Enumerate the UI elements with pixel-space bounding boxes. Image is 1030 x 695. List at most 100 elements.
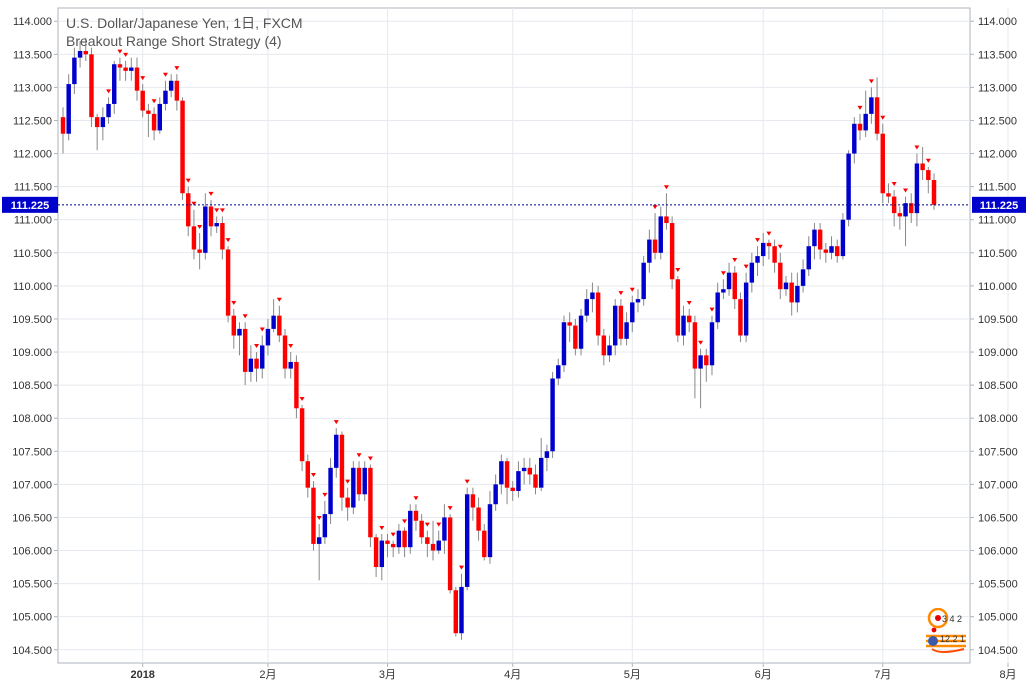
candle-body — [174, 80, 180, 101]
candle-body — [265, 328, 271, 346]
candle-body — [669, 223, 675, 280]
candle-body — [151, 113, 157, 131]
candle-body — [299, 408, 305, 462]
current-price-badge-right — [972, 196, 1026, 213]
candle-body — [823, 249, 829, 253]
short-signal-marker — [322, 492, 328, 497]
candle-body — [168, 80, 174, 91]
candle-body — [140, 90, 145, 111]
short-signal-marker — [259, 327, 265, 332]
candle-body — [641, 262, 646, 300]
y-tick-label-right: 105.500 — [978, 579, 1018, 591]
y-tick-label-left: 111.000 — [14, 215, 52, 227]
candle-body — [726, 272, 732, 290]
y-tick-label-right: 111.500 — [978, 182, 1016, 194]
y-tick-label-right: 109.500 — [978, 314, 1018, 326]
candle-body — [926, 170, 931, 181]
y-tick-label-right: 112.000 — [978, 149, 1017, 161]
short-signal-marker — [891, 181, 897, 186]
y-tick-label-left: 107.500 — [12, 446, 52, 458]
candle-body — [766, 242, 772, 247]
candle-body — [817, 229, 823, 250]
x-tick-label: 5月 — [624, 669, 641, 681]
candle-body — [624, 322, 629, 339]
candle-body — [106, 103, 111, 118]
candle-body — [857, 123, 863, 131]
x-tick-label: 3月 — [379, 669, 396, 681]
candle-body — [783, 282, 789, 290]
candle-body — [897, 213, 903, 217]
y-tick-label-right: 105.000 — [978, 612, 1018, 624]
short-signals — [106, 49, 931, 570]
x-tick-label: 4月 — [504, 669, 521, 681]
short-signal-marker — [868, 79, 874, 84]
candle-body — [635, 299, 641, 303]
short-signal-marker — [254, 344, 260, 349]
y-tick-label-left: 107.000 — [12, 479, 52, 491]
candle-body — [533, 474, 538, 488]
y-axis-left: 114.000 113.500 113.000 112.500 112.000 111.5… — [12, 16, 58, 657]
candle-body — [351, 467, 356, 508]
candle-body — [186, 193, 191, 227]
candle-body — [66, 84, 71, 134]
candle-body — [294, 361, 299, 409]
candle-body — [698, 355, 703, 369]
x-tick-label: 7月 — [874, 669, 891, 681]
candle-body — [288, 361, 293, 369]
candle-body — [573, 325, 578, 349]
candle-body — [516, 471, 521, 491]
short-signal-marker — [777, 244, 783, 249]
candle-body — [909, 203, 914, 214]
candle-body — [425, 537, 430, 544]
short-signal-marker — [766, 231, 772, 236]
short-signal-marker — [333, 420, 339, 425]
short-signal-marker — [709, 307, 715, 312]
candle-body — [863, 113, 868, 131]
y-tick-label-right: 108.000 — [978, 413, 1018, 425]
current-price-badge-left — [2, 196, 58, 213]
candle-body — [373, 537, 379, 568]
short-signal-marker — [857, 105, 863, 110]
candle-body — [686, 315, 692, 323]
short-signal-marker — [413, 496, 419, 501]
y-tick-label-right: 104.500 — [978, 645, 1018, 657]
short-signal-marker — [123, 52, 129, 57]
candle-body — [607, 345, 612, 356]
short-signal-marker — [356, 453, 362, 458]
candles — [60, 37, 937, 640]
candle-body — [191, 226, 197, 250]
candle-body — [163, 90, 168, 104]
candle-body — [743, 282, 749, 336]
short-signal-marker — [903, 188, 909, 193]
short-signal-marker — [162, 72, 168, 77]
candle-body — [83, 51, 88, 55]
y-tick-label-right: 108.500 — [978, 380, 1018, 392]
y-tick-label-left: 104.500 — [12, 645, 52, 657]
candle-body — [601, 335, 607, 356]
y-tick-label-right: 106.500 — [978, 512, 1018, 524]
candle-body — [123, 67, 128, 71]
candle-body — [197, 249, 202, 253]
candle-body — [709, 322, 715, 366]
candle-body — [117, 64, 123, 68]
candle-body — [835, 246, 840, 257]
candle-body — [732, 272, 737, 300]
x-tick-label: 2月 — [259, 669, 276, 681]
chart-subtitle: Breakout Range Short Strategy (4) — [66, 33, 282, 49]
short-signal-marker — [219, 208, 225, 213]
y-tick-label-right: 112.500 — [978, 115, 1017, 127]
candle-body — [277, 315, 282, 336]
candle-body — [778, 262, 783, 290]
candle-body — [715, 292, 720, 323]
broker-logo-icon: 3 4 2 12.2 1 — [926, 608, 966, 653]
candle-body — [812, 229, 817, 247]
candle-body — [94, 117, 100, 128]
candle-body — [322, 514, 328, 538]
candle-body — [368, 467, 373, 538]
y-tick-label-left: 113.000 — [13, 82, 52, 94]
y-tick-label-right: 110.500 — [978, 248, 1017, 260]
current-price-line: 111.225 111.225 — [2, 196, 1026, 213]
x-tick-label: 8月 — [999, 669, 1016, 681]
candle-body — [869, 97, 874, 114]
candle-body — [402, 530, 407, 548]
